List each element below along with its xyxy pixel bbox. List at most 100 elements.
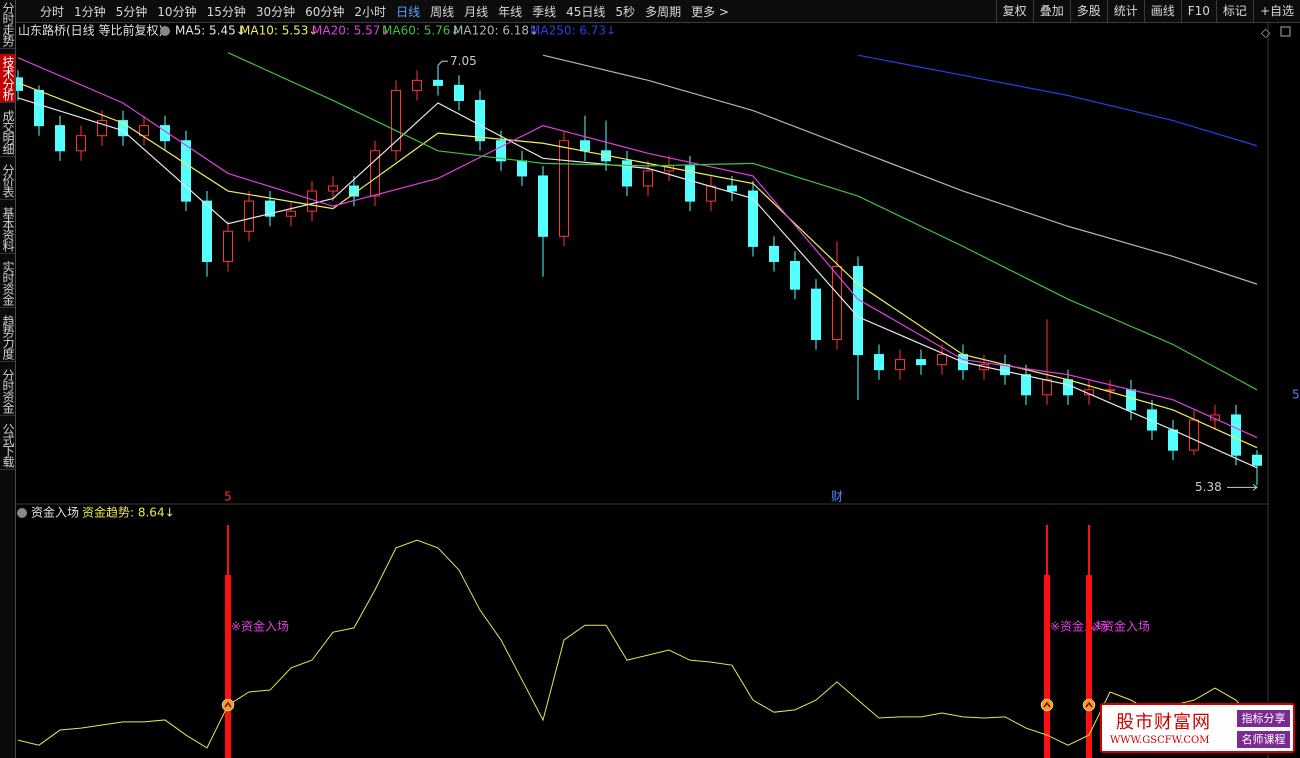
signal-bar xyxy=(1044,575,1050,758)
tools: 复权 叠加 多股 统计 画线 F10 标记 +自选 xyxy=(995,0,1300,22)
period-tab[interactable]: 更多 > xyxy=(691,4,729,19)
side-tab[interactable]: 技术分析 xyxy=(0,54,15,103)
candle-body xyxy=(1210,414,1220,421)
side-tab[interactable]: 公式下载 xyxy=(0,421,15,470)
ma-legend: MA10: 5.53↓ xyxy=(240,24,318,38)
candle-body xyxy=(475,99,485,142)
side-tab[interactable]: 实时资金 xyxy=(0,259,15,308)
icon[interactable]: ◇ xyxy=(1261,26,1271,40)
candle-body xyxy=(538,175,548,237)
candle-body xyxy=(874,354,884,371)
tool-button[interactable]: 复权 xyxy=(995,0,1033,22)
signal-bar xyxy=(1086,575,1092,758)
candle-body xyxy=(832,266,842,340)
candle-body xyxy=(916,359,926,366)
side-tab[interactable]: 分价表 xyxy=(0,162,15,200)
ma-line xyxy=(17,82,1258,449)
candle-body xyxy=(580,140,590,152)
side-tab[interactable]: 基本资料 xyxy=(0,205,15,254)
watermark: 股市财富网 WWW.GSCFW.COM 指标分享 名师课程 xyxy=(1100,703,1295,753)
period-tab[interactable]: 周线 xyxy=(430,4,455,19)
indicator-legend: 资金趋势: 8.64↓ xyxy=(82,505,175,520)
candle-body xyxy=(706,185,716,202)
signal-bar xyxy=(225,575,231,758)
candle-body xyxy=(496,140,506,162)
ma-line xyxy=(542,54,1258,285)
period-tab[interactable]: 月线 xyxy=(464,4,489,19)
period-tab[interactable]: 5秒 xyxy=(615,4,636,19)
min-pointer xyxy=(1227,483,1258,491)
signal-label: ※资金入场 xyxy=(231,619,289,634)
ma-legend: MA20: 5.57↓ xyxy=(312,24,390,38)
candle-body xyxy=(118,120,128,137)
period-tab[interactable]: 日线 xyxy=(396,4,421,19)
candle-body xyxy=(55,125,65,152)
toolbar: 分时 1分钟 5分钟 10分钟 15分钟 30分钟 60分钟 2小时 日线 周线 月线 年线 季线 45日… xyxy=(15,0,1300,23)
max-pointer xyxy=(437,60,448,66)
indicator-title: 资金入场 xyxy=(31,505,79,520)
candle-body xyxy=(286,210,296,217)
period-tab[interactable]: 30分钟 xyxy=(255,4,296,19)
period-tab[interactable]: 分时 xyxy=(40,4,65,19)
tool-button[interactable]: F10 xyxy=(1180,0,1216,22)
side-tab[interactable]: 趋势力度 xyxy=(0,313,15,362)
signal-caret xyxy=(1085,701,1093,708)
candle-body xyxy=(391,89,401,152)
tool-button[interactable]: 画线 xyxy=(1143,0,1181,22)
sidebar: 分时走势技术分析成交明细分价表基本资料实时资金趋势力度分时资金公式下载 xyxy=(0,0,16,758)
candle-body xyxy=(202,200,212,262)
period-tab[interactable]: 1分钟 xyxy=(74,4,106,19)
candle-body xyxy=(937,354,947,366)
price-label: 5 xyxy=(1292,388,1300,402)
signal-label: ※资金入场 xyxy=(1050,619,1108,634)
candle-body xyxy=(769,245,779,262)
period-tab[interactable]: 2小时 xyxy=(354,4,387,19)
candle-body xyxy=(622,160,632,187)
candle-body xyxy=(181,140,191,202)
side-tab[interactable]: 分时资金 xyxy=(0,367,15,416)
candle-body xyxy=(1021,374,1031,396)
candle-body xyxy=(1252,454,1262,466)
period-tabs: 分时 1分钟 5分钟 10分钟 15分钟 30分钟 60分钟 2小时 日线 周线 月线 年线 季线 45日… xyxy=(15,3,729,20)
candle-body xyxy=(559,140,569,237)
tool-button[interactable]: 标记 xyxy=(1215,0,1253,22)
candle-body xyxy=(244,200,254,232)
candle-body xyxy=(412,79,422,91)
watermark-title: 股市财富网 xyxy=(1116,712,1211,733)
candle-body xyxy=(370,150,380,197)
menu-icon[interactable] xyxy=(160,26,170,36)
signal-icon xyxy=(1082,698,1096,712)
tool-button[interactable]: 多股 xyxy=(1069,0,1107,22)
signal-caret xyxy=(1043,701,1051,708)
side-tab[interactable]: 成交明细 xyxy=(0,108,15,157)
candle-body xyxy=(790,260,800,290)
icon[interactable] xyxy=(1280,26,1291,37)
period-tab[interactable]: 10分钟 xyxy=(157,4,197,19)
period-tab[interactable]: 5分钟 xyxy=(115,4,148,19)
candle-body xyxy=(895,359,905,371)
event-marker: 财 xyxy=(831,490,843,504)
watermark-tag: 名师课程 xyxy=(1237,731,1290,748)
period-tab[interactable]: 季线 xyxy=(532,4,557,19)
candle-body xyxy=(34,89,44,127)
period-tab[interactable]: 多周期 xyxy=(645,4,682,19)
candle-body xyxy=(517,160,527,177)
ma-line xyxy=(857,54,1258,147)
candle-body xyxy=(1231,414,1241,456)
candle-body xyxy=(454,84,464,101)
indicator-line xyxy=(17,539,1258,749)
period-tab[interactable]: 60分钟 xyxy=(305,4,345,19)
tool-button[interactable]: 统计 xyxy=(1106,0,1144,22)
period-tab[interactable]: 年线 xyxy=(498,4,523,19)
tool-button[interactable]: +自选 xyxy=(1252,0,1300,22)
side-tab[interactable]: 分时走势 xyxy=(0,0,15,49)
period-tab[interactable]: 15分钟 xyxy=(206,4,246,19)
period-tab[interactable]: 45日线 xyxy=(566,4,606,19)
candle-body xyxy=(223,230,233,262)
candle-body xyxy=(328,185,338,192)
ma-legend: MA120: 6.18↓ xyxy=(453,24,539,38)
tool-button[interactable]: 叠加 xyxy=(1032,0,1070,22)
signal-caret xyxy=(224,701,232,708)
menu-icon[interactable] xyxy=(17,508,27,518)
